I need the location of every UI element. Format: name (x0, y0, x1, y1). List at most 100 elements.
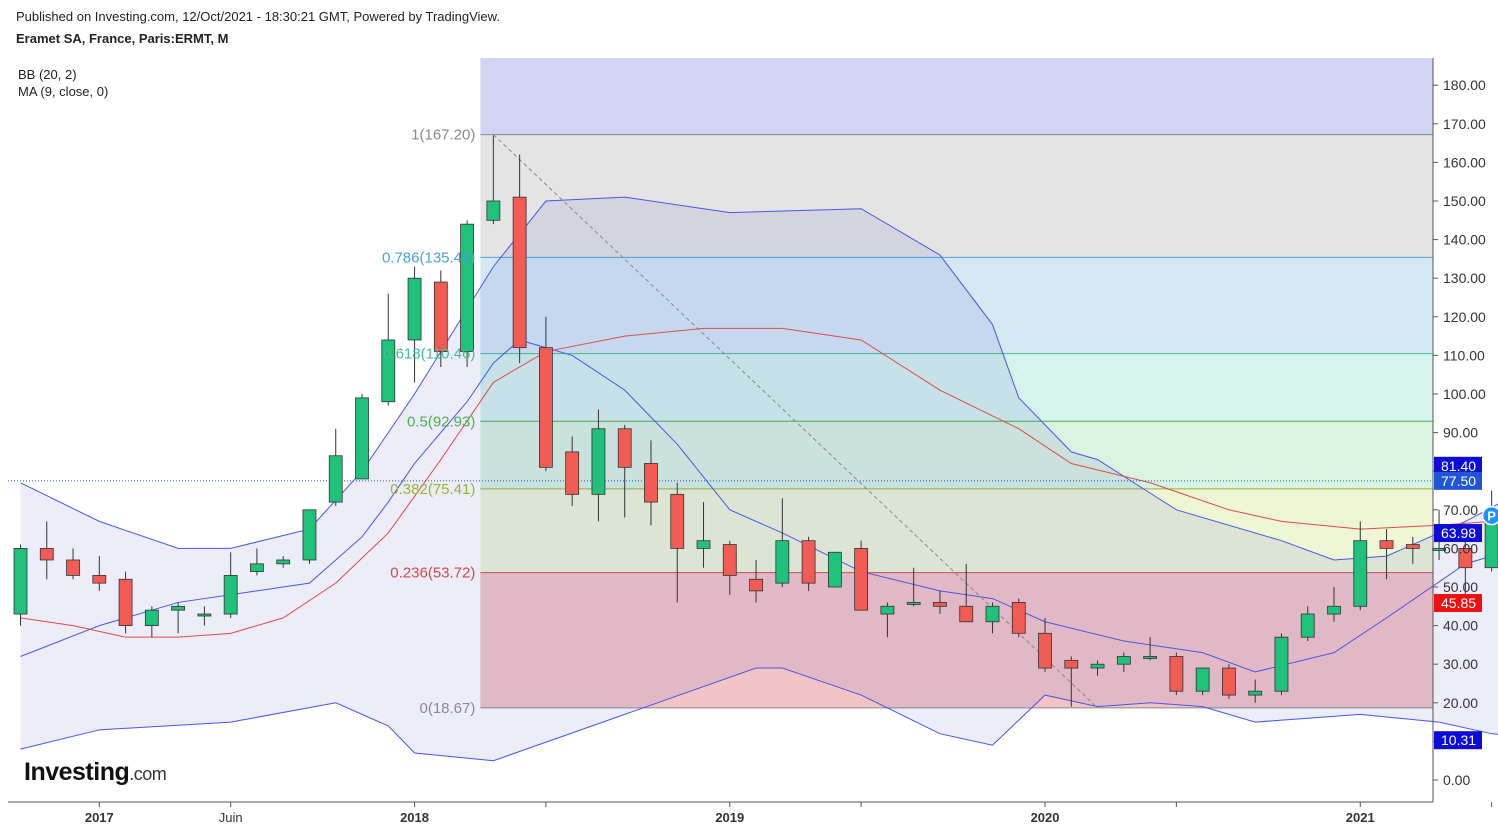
candle-body (276, 559, 291, 565)
fib-zone-0.236 (480, 572, 1433, 708)
candle-body (13, 548, 28, 615)
candle-2018-10 (644, 440, 658, 526)
candle-2019-01 (722, 540, 737, 595)
moving-average-line (20, 327, 1498, 638)
candle-body (1169, 656, 1184, 692)
y-tick-label: 160.00 (1443, 154, 1486, 170)
candle-2020-08 (1222, 664, 1236, 699)
candle-2019-04 (801, 536, 816, 591)
x-tick-label: 2020 (1031, 810, 1060, 825)
bollinger-band-fill (20, 197, 1498, 761)
price-tag-label: 45.85 (1441, 595, 1476, 611)
candle-body (827, 551, 842, 588)
y-tick-label: 50.00 (1443, 579, 1478, 595)
published-note: Published on Investing.com, 12/Oct/2021 … (16, 9, 500, 24)
indicator-bb[interactable]: BB (20, 2) (18, 67, 77, 82)
candle-2017-12 (381, 293, 396, 406)
bollinger-upper-line (20, 196, 1498, 561)
candle-2018-12 (696, 502, 711, 568)
fib-zone-0.382 (480, 488, 1433, 573)
y-tick-label: 60.00 (1443, 540, 1478, 556)
bollinger-fill-area (20, 197, 1498, 761)
investing-logo: Investing.com (24, 758, 167, 787)
candle-2019-08 (906, 567, 921, 607)
price-tag-81.40: 81.40 (1434, 456, 1482, 475)
candle-2021-03 (1405, 536, 1420, 564)
candle-body (92, 575, 107, 584)
candle-body (66, 559, 80, 576)
candle-2017-08 (276, 556, 291, 568)
candle-2017-06 (223, 552, 238, 618)
candle-body (1090, 663, 1105, 669)
candle-2017-03 (144, 606, 159, 638)
candle-2019-02 (749, 559, 763, 603)
candle-body (775, 540, 790, 584)
candle-2016-12 (66, 548, 80, 580)
y-tick-label: 70.00 (1443, 502, 1478, 518)
candle-2018-03 (460, 220, 474, 367)
candle-body (486, 200, 501, 221)
fib-label-0: 0(18.67) (419, 700, 475, 717)
fibonacci-labels: 1(167.20) 0.786(135.41) 0.618(110.46) 0.5(9… (382, 127, 475, 717)
candle-2016-11 (39, 521, 54, 580)
candle-2018-11 (670, 482, 685, 603)
indicator-list: BB (20, 2) MA (9, close, 0) (18, 66, 108, 100)
y-tick-label: 0.00 (1443, 772, 1470, 788)
y-tick-label: 30.00 (1443, 656, 1478, 672)
y-tick-label: 130.00 (1443, 270, 1486, 286)
candle-2018-04 (486, 135, 501, 225)
candle-body (617, 428, 632, 468)
candle-2018-09 (617, 424, 632, 518)
pivot-marker-label: P (1487, 509, 1496, 524)
symbol-title: Eramet SA, France, Paris:ERMT, M (16, 31, 229, 46)
fib-label-0.5: 0.5(92.93) (407, 413, 475, 430)
pivot-markers: PPP (1481, 505, 1498, 526)
candle-body (1116, 656, 1131, 665)
y-tick-label: 150.00 (1443, 193, 1486, 209)
price-tag-label: 77.50 (1441, 473, 1476, 489)
candle-body (1274, 636, 1289, 692)
candle-2019-07 (880, 602, 895, 638)
candle-2020-04 (1116, 652, 1131, 672)
candle-2021-05 (1458, 536, 1473, 599)
y-tick-label: 140.00 (1443, 232, 1486, 248)
y-tick-label: 90.00 (1443, 425, 1478, 441)
candle-body (644, 463, 658, 503)
chart-header: Published on Investing.com, 12/Oct/2021 … (16, 9, 500, 46)
candle-body (39, 548, 54, 561)
candle-body (933, 602, 947, 607)
candle-body (1248, 690, 1263, 696)
indicator-ma[interactable]: MA (9, close, 0) (18, 84, 109, 99)
price-tag-label: 81.40 (1441, 458, 1476, 474)
price-tag-box (1434, 471, 1482, 490)
candle-body (591, 428, 606, 495)
candle-2016-10 (13, 544, 28, 626)
candle-2020-12 (1327, 587, 1341, 622)
candle-body (959, 605, 974, 623)
candle-2020-05 (1143, 637, 1158, 661)
fib-zone-0.786 (480, 257, 1433, 354)
x-tick-label: 2021 (1346, 810, 1375, 825)
candle-2018-02 (433, 270, 448, 367)
candle-body (696, 540, 711, 549)
candle-2019-05 (827, 551, 842, 588)
candle-body (328, 455, 343, 503)
fib-label-0.382: 0.382(75.41) (390, 481, 475, 498)
price-tag-10.31: 10.31 (1434, 731, 1482, 750)
candle-2019-11 (985, 602, 1000, 634)
candle-body (1300, 613, 1315, 638)
fib-label-0.618: 0.618(110.46) (383, 346, 475, 363)
logo-suffix: .com (129, 764, 167, 784)
candle-2020-06 (1169, 652, 1184, 696)
candle-2017-11 (355, 394, 369, 480)
y-tick-label: 40.00 (1443, 618, 1478, 634)
fib-zone-0.618 (480, 353, 1433, 422)
price-tag-box (1434, 456, 1482, 475)
candle-body (1064, 659, 1079, 669)
time-axis: 2017Juin20182019202020212022 (8, 801, 1493, 825)
candle-body (355, 397, 369, 480)
candle-2017-04 (171, 602, 186, 634)
candle-2018-08 (591, 409, 606, 522)
y-tick-label: 100.00 (1443, 386, 1486, 402)
